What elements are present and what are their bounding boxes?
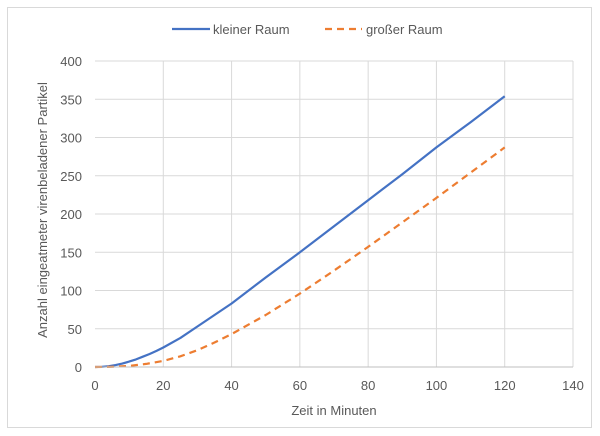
y-tick-label: 400 (60, 54, 82, 69)
legend-label-1: kleiner Raum (213, 22, 290, 37)
grid (95, 60, 574, 367)
x-tick-label: 20 (156, 378, 170, 393)
series-line-1 (94, 95, 506, 369)
x-tick-label: 120 (494, 378, 516, 393)
series-line-2 (94, 146, 506, 369)
x-axis-title: Zeit in Minuten (291, 403, 376, 418)
y-tick-label: 0 (75, 360, 82, 375)
y-tick-label: 50 (68, 322, 82, 337)
y-tick-label: 150 (60, 245, 82, 260)
x-tick-label: 80 (361, 378, 375, 393)
legend: kleiner Raum großer Raum (172, 22, 443, 37)
x-tick-label: 140 (562, 378, 584, 393)
series-lines (94, 95, 506, 369)
legend-label-2: großer Raum (366, 22, 443, 37)
x-tick-label: 60 (293, 378, 307, 393)
y-axis-title: Anzahl eingeatmeter virenbeladener Parti… (35, 82, 50, 338)
y-tick-label: 300 (60, 131, 82, 146)
x-tick-labels: 0 20 40 60 80 100 120 140 (91, 378, 583, 393)
y-tick-label: 200 (60, 207, 82, 222)
x-tick-label: 40 (224, 378, 238, 393)
y-tick-labels: 0 50 100 150 200 250 300 350 400 (60, 54, 82, 375)
x-tick-label: 0 (91, 378, 98, 393)
y-tick-label: 350 (60, 92, 82, 107)
x-tick-label: 100 (426, 378, 448, 393)
y-tick-label: 100 (60, 284, 82, 299)
y-tick-label: 250 (60, 169, 82, 184)
